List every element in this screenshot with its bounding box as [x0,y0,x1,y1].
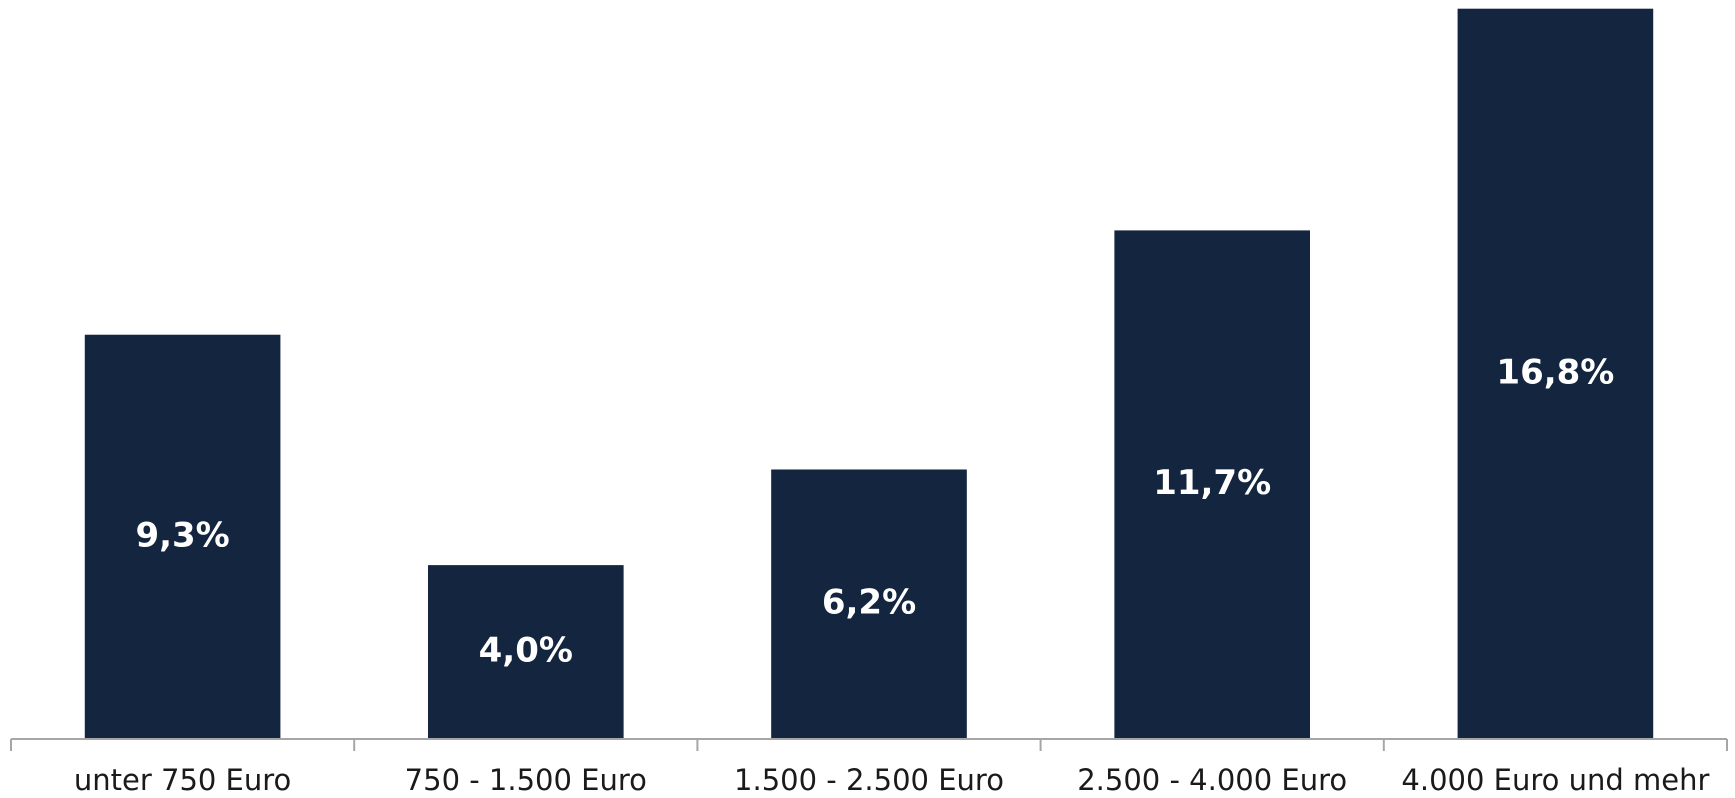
bar [1457,8,1654,740]
value-label: 9,3% [135,515,229,555]
x-tick-label: 2.500 - 4.000 Euro [1077,763,1347,797]
x-tick-label: 1.500 - 2.500 Euro [734,763,1004,797]
x-tick-label: 4.000 Euro und mehr [1401,763,1709,797]
x-tick-label: 750 - 1.500 Euro [405,763,647,797]
x-tick-label: unter 750 Euro [74,763,291,797]
value-label: 4,0% [479,631,573,671]
bar [84,334,281,739]
value-label: 6,2% [822,583,916,623]
value-label: 16,8% [1496,352,1614,392]
value-label: 11,7% [1153,463,1271,503]
bar [1114,230,1311,740]
bar [427,565,624,739]
bar [771,469,967,739]
